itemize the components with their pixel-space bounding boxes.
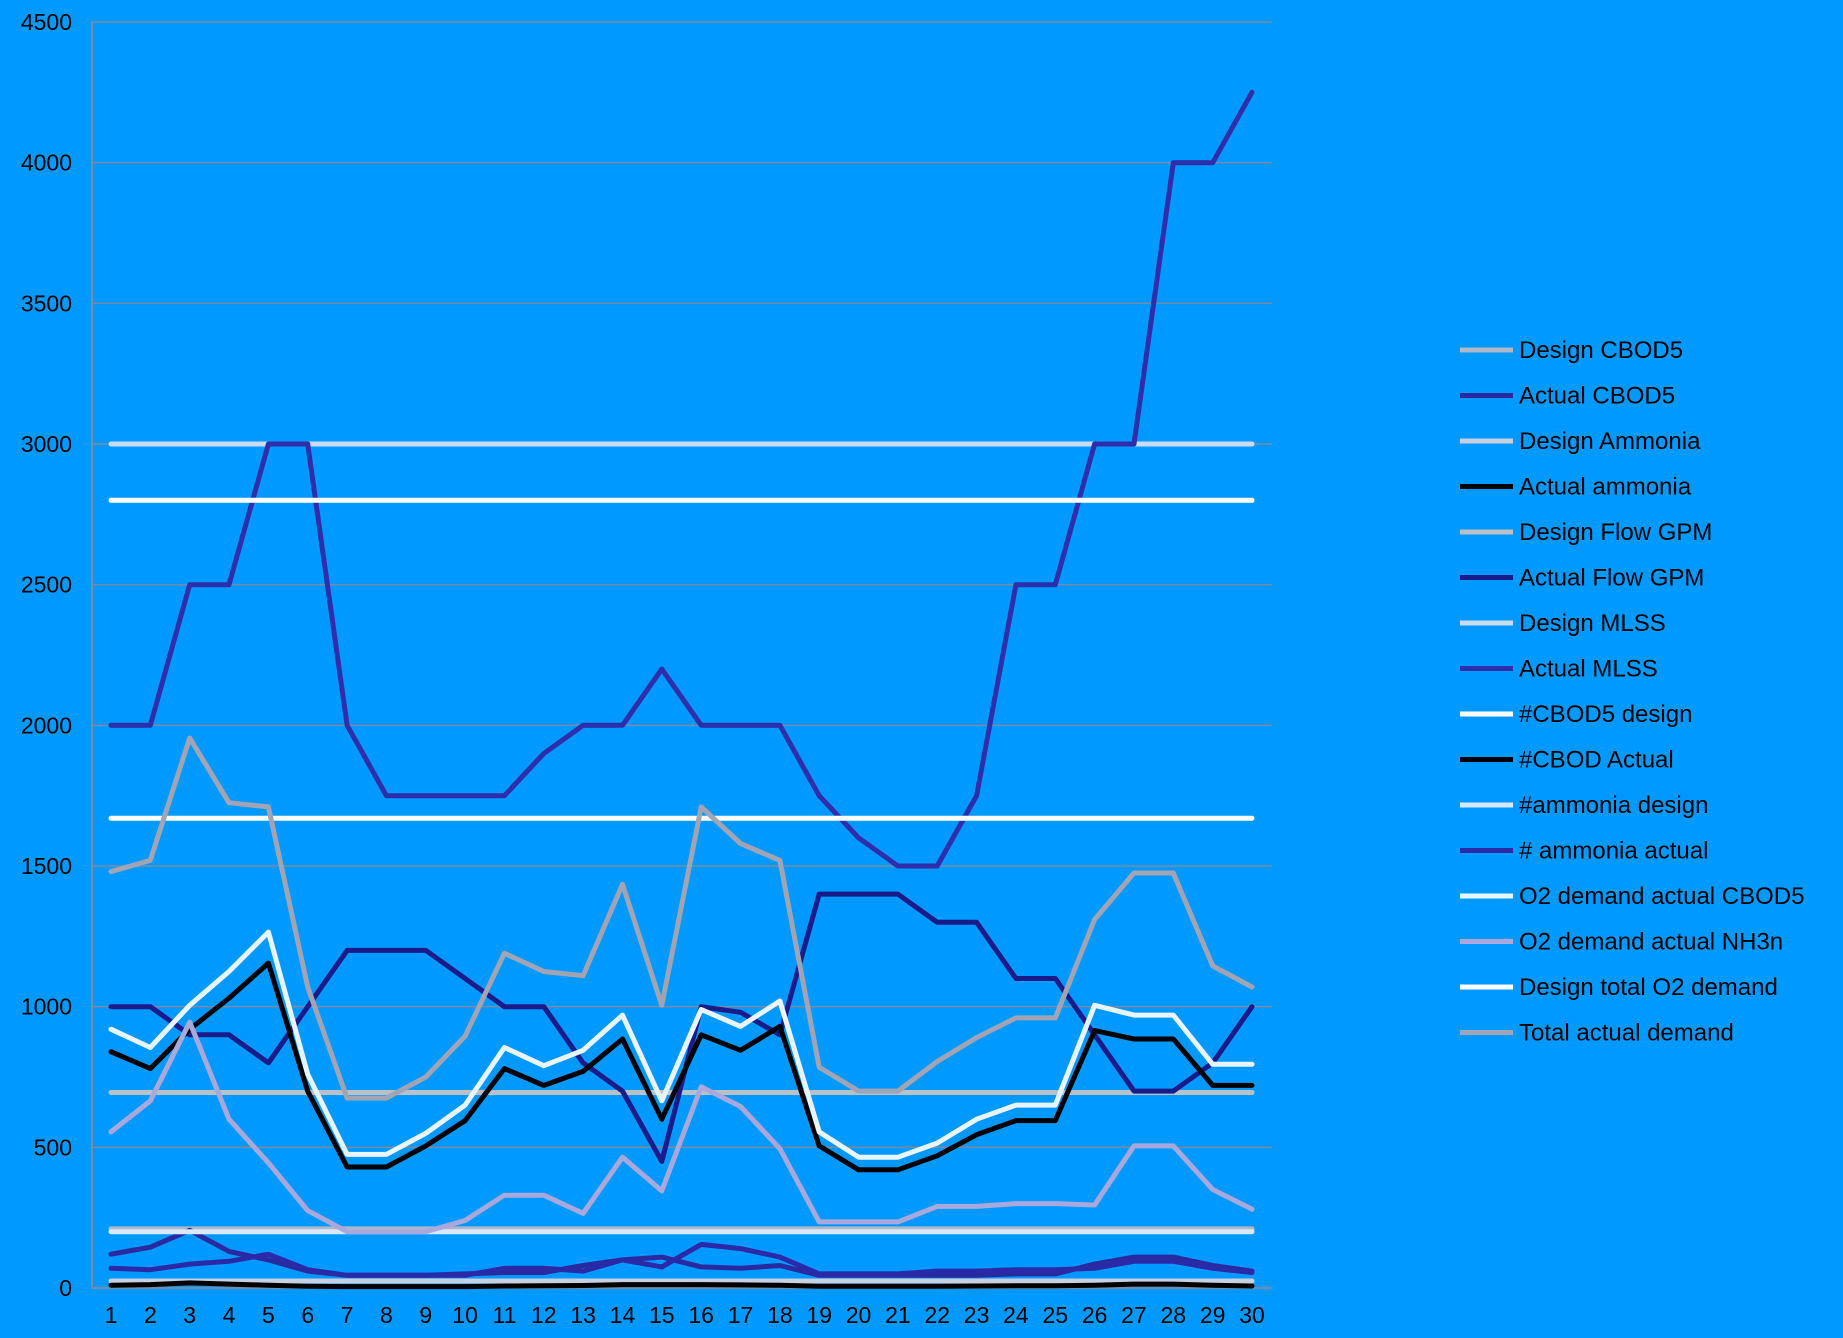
x-tick-label: 24 [1003, 1302, 1029, 1328]
legend-label: Actual Flow GPM [1519, 565, 1704, 592]
series-line-o2-demand-actual-cbod5 [108, 929, 1255, 1160]
legend-item-design-ammonia: Design Ammonia [1460, 428, 1701, 455]
series-line-cbod-actual [108, 960, 1255, 1173]
series-line-actual-mlss [108, 89, 1255, 869]
x-tick-label: 20 [846, 1302, 872, 1328]
legend-label: Design MLSS [1519, 610, 1666, 637]
y-tick-label: 4000 [21, 150, 72, 176]
y-tick-label: 4500 [21, 9, 72, 35]
x-tick-label: 22 [924, 1302, 950, 1328]
legend-label: #CBOD5 design [1519, 701, 1692, 728]
legend: Design CBOD5 Actual CBOD5 Design Ammonia Ac… [1460, 337, 1804, 1047]
x-tick-label: 6 [301, 1302, 314, 1328]
legend-item-o2-demand-actual-cbod5: O2 demand actual CBOD5 [1460, 883, 1804, 910]
y-tick-label: 2500 [21, 572, 72, 598]
series-line-total-actual-demand [108, 735, 1255, 1101]
x-tick-label: 30 [1239, 1302, 1265, 1328]
legend-label: # ammonia actual [1519, 838, 1708, 865]
x-tick-label: 2 [144, 1302, 157, 1328]
legend-label: Design Ammonia [1519, 428, 1701, 455]
legend-item-cbod-actual: #CBOD Actual [1460, 747, 1674, 774]
y-tick-label: 1500 [21, 853, 72, 879]
x-tick-label: 9 [419, 1302, 432, 1328]
y-tick-label: 500 [34, 1134, 72, 1160]
x-tick-label: 16 [688, 1302, 714, 1328]
x-tick-label: 8 [380, 1302, 393, 1328]
legend-label: Actual CBOD5 [1519, 383, 1675, 410]
legend-label: Design Flow GPM [1519, 519, 1712, 546]
legend-label: Actual ammonia [1519, 474, 1692, 501]
legend-label: Design total O2 demand [1519, 974, 1778, 1001]
series-line-actual-flow-gpm [108, 891, 1255, 1164]
y-tick-label: 3500 [21, 290, 72, 316]
x-tick-label: 18 [767, 1302, 793, 1328]
x-tick-label: 11 [493, 1302, 517, 1328]
legend-item-design-cbod5: Design CBOD5 [1460, 337, 1683, 364]
x-tick-label: 12 [531, 1302, 557, 1328]
legend-label: Total actual demand [1519, 1020, 1734, 1047]
x-tick-label: 3 [183, 1302, 196, 1328]
legend-item-cbod5-design: #CBOD5 design [1460, 701, 1692, 728]
legend-item-total-actual-demand: Total actual demand [1460, 1020, 1734, 1047]
legend-item-design-flow-gpm: Design Flow GPM [1460, 519, 1712, 546]
x-tick-label: 26 [1082, 1302, 1108, 1328]
legend-label: O2 demand actual CBOD5 [1519, 883, 1804, 910]
legend-item-ammonia-actual: # ammonia actual [1460, 838, 1708, 865]
y-tick-label: 0 [59, 1275, 72, 1301]
x-tick-label: 27 [1121, 1302, 1147, 1328]
series-line-ammonia-actual [108, 1241, 1255, 1278]
x-tick-label: 21 [885, 1302, 911, 1328]
legend-item-ammonia-design: #ammonia design [1460, 792, 1708, 819]
x-tick-label: 28 [1161, 1302, 1187, 1328]
axes [91, 22, 1272, 1289]
legend-label: #CBOD Actual [1519, 747, 1674, 774]
legend-item-actual-cbod5: Actual CBOD5 [1460, 383, 1675, 410]
x-tick-label: 25 [1042, 1302, 1068, 1328]
legend-item-o2-demand-actual-nh3n: O2 demand actual NH3n [1460, 929, 1783, 956]
legend-item-actual-ammonia: Actual ammonia [1460, 474, 1692, 501]
x-tick-label: 4 [223, 1302, 236, 1328]
series-line-o2-demand-actual-nh3n [108, 1019, 1255, 1235]
y-tick-label: 3000 [21, 431, 72, 457]
gridlines [92, 21, 1272, 1149]
x-tick-label: 14 [610, 1302, 636, 1328]
x-tick-label: 13 [570, 1302, 596, 1328]
legend-label: Actual MLSS [1519, 656, 1658, 683]
x-tick-label: 5 [262, 1302, 275, 1328]
legend-label: #ammonia design [1519, 792, 1708, 819]
x-tick-label: 7 [341, 1302, 354, 1328]
series-lines [108, 89, 1255, 1290]
series-line-actual-ammonia [108, 1280, 1255, 1290]
legend-label: Design CBOD5 [1519, 337, 1683, 364]
x-tick-label: 29 [1200, 1302, 1226, 1328]
legend-label: O2 demand actual NH3n [1519, 929, 1783, 956]
y-tick-label: 2000 [21, 712, 72, 738]
x-tick-label: 15 [649, 1302, 675, 1328]
legend-item-design-total-o2-demand: Design total O2 demand [1460, 974, 1778, 1001]
x-tick-label: 19 [806, 1302, 832, 1328]
x-tick-label: 10 [452, 1302, 478, 1328]
legend-item-actual-mlss: Actual MLSS [1460, 656, 1658, 683]
x-tick-label: 23 [964, 1302, 990, 1328]
x-tick-label: 1 [105, 1302, 118, 1328]
legend-item-design-mlss: Design MLSS [1460, 610, 1666, 637]
legend-item-actual-flow-gpm: Actual Flow GPM [1460, 565, 1704, 592]
x-tick-label: 17 [728, 1302, 754, 1328]
y-tick-label: 1000 [21, 994, 72, 1020]
